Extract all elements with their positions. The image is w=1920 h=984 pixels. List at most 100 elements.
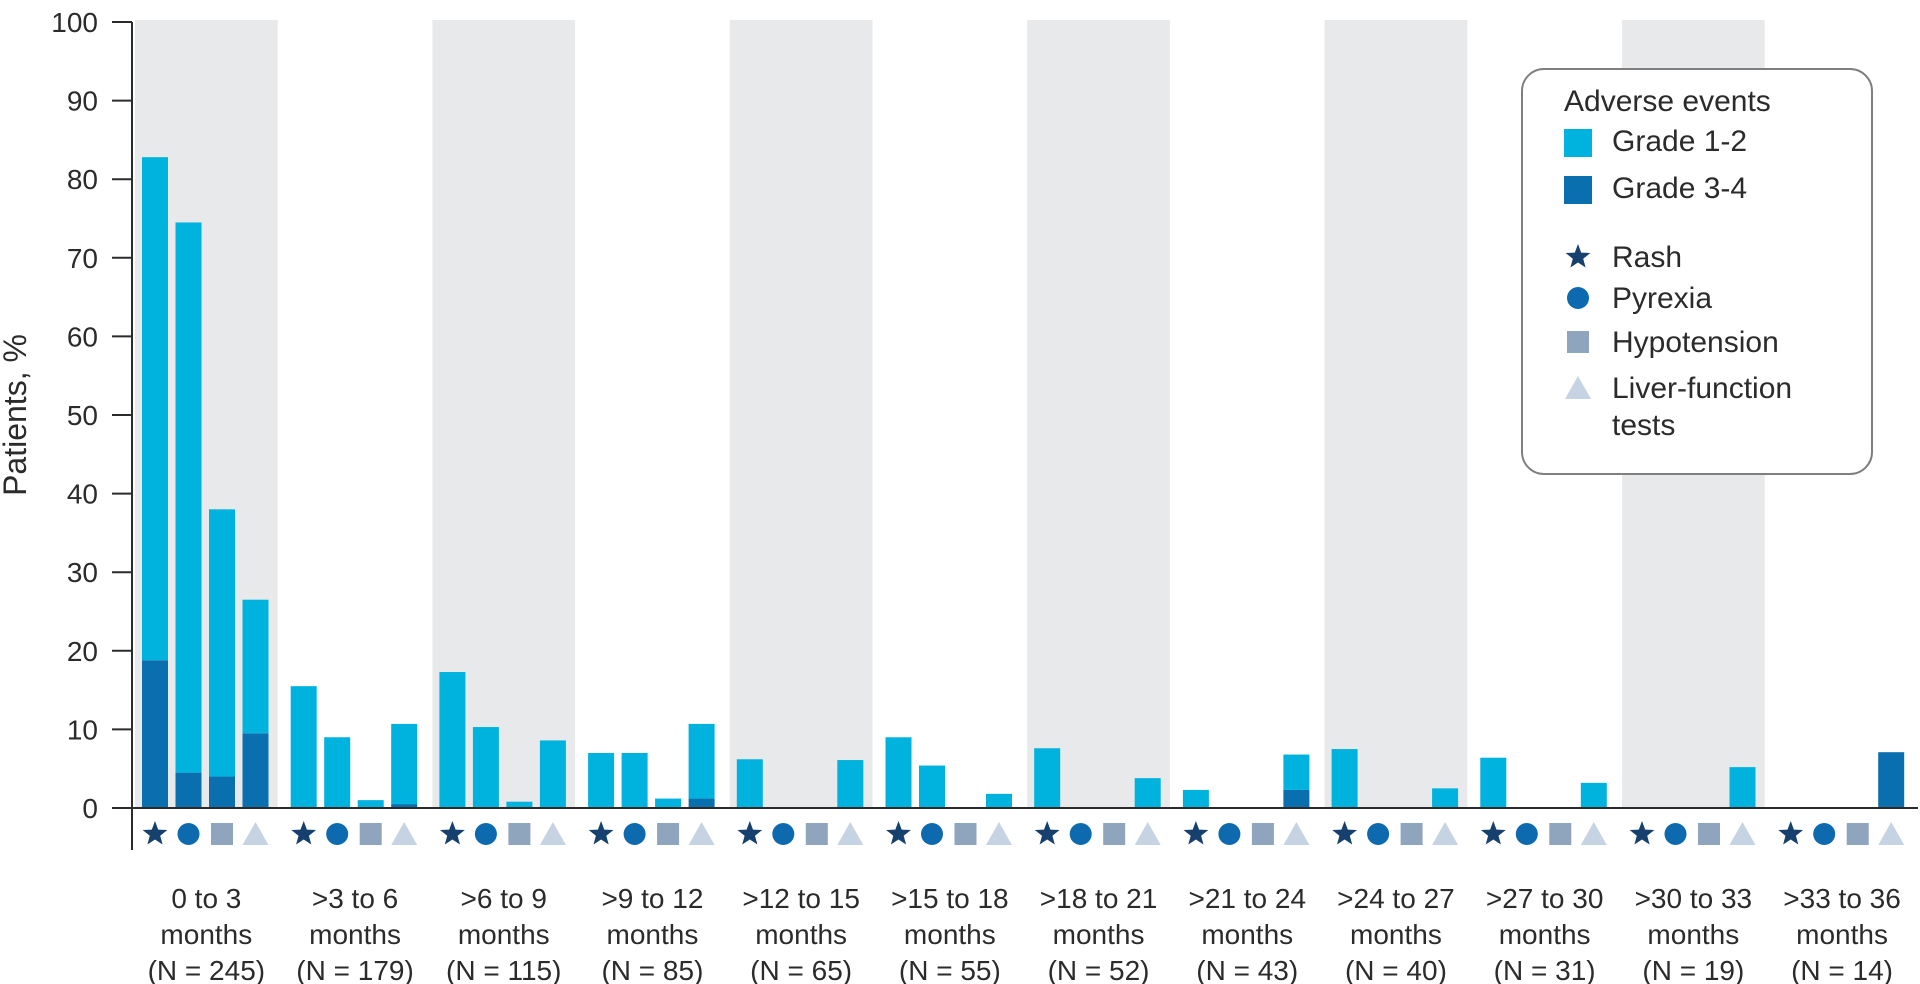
triangle-icon	[1729, 822, 1756, 845]
circle-icon	[177, 823, 200, 845]
x-tick-label: (N = 31)	[1494, 955, 1596, 984]
triangle-icon	[986, 822, 1012, 845]
y-tick-label: 10	[67, 714, 98, 745]
x-tick-label: months	[1053, 919, 1145, 950]
square-icon	[1549, 823, 1572, 845]
bar-grade-1-2	[175, 222, 202, 773]
x-tick-label: (N = 19)	[1642, 955, 1744, 984]
star-icon	[1332, 821, 1357, 845]
triangle-icon	[391, 822, 418, 845]
square-icon	[805, 823, 828, 845]
triangle-icon	[837, 822, 864, 845]
circle-icon	[1515, 823, 1538, 845]
bar-grade-1-2	[1432, 788, 1459, 808]
bar-grade-1-2	[1331, 749, 1358, 808]
x-tick-label: (N = 14)	[1791, 955, 1893, 984]
bar-grade-1-2	[439, 672, 466, 808]
triangle-icon	[1432, 822, 1459, 845]
legend-swatch-grade-1-2	[1564, 129, 1592, 157]
triangle-icon	[539, 822, 566, 845]
bar-grade-1-2	[242, 599, 269, 734]
square-icon	[211, 823, 233, 845]
x-tick-label: (N = 179)	[296, 955, 414, 984]
bar-grade-1-2	[506, 801, 533, 808]
x-tick-label: >33 to 36	[1783, 883, 1901, 914]
bar-grade-1-2	[472, 727, 499, 808]
circle-icon	[1218, 823, 1241, 845]
y-tick-label: 70	[67, 243, 98, 274]
x-axis-tick-labels: 0 to 3 months (N = 245) >3 to 6 months (N = 1…	[148, 883, 1901, 984]
square-icon	[954, 823, 977, 845]
x-tick-label: >9 to 12	[601, 883, 703, 914]
legend-label: Rash	[1612, 241, 1682, 274]
star-icon	[1778, 821, 1804, 845]
bar-grade-1-2	[986, 793, 1012, 808]
bar-grade-3-4	[142, 660, 168, 808]
x-tick-label: >30 to 33	[1635, 883, 1753, 914]
x-tick-label: >15 to 18	[891, 883, 1009, 914]
x-tick-label: months	[755, 919, 847, 950]
legend-label: Hypotension	[1612, 326, 1779, 359]
x-tick-label: months	[1647, 919, 1739, 950]
square-icon	[1567, 331, 1589, 353]
bar-grade-1-2	[655, 798, 682, 808]
bar-grade-1-2	[885, 737, 912, 808]
bars	[142, 157, 1905, 808]
x-tick-label: months	[1499, 919, 1591, 950]
y-tick-label: 40	[67, 479, 98, 510]
x-tick-label: 0 to 3	[171, 883, 241, 914]
star-icon	[1480, 821, 1506, 845]
square-icon	[1400, 823, 1423, 845]
circle-icon	[623, 823, 646, 845]
legend-label: Grade 1-2	[1612, 125, 1747, 158]
bar-grade-3-4	[688, 798, 715, 808]
bar-grade-3-4	[391, 804, 418, 808]
y-tick-label: 60	[67, 321, 98, 352]
triangle-icon	[688, 822, 715, 845]
x-tick-label: >24 to 27	[1337, 883, 1455, 914]
legend-title: Adverse events	[1564, 85, 1771, 118]
x-tick-label: months	[1350, 919, 1442, 950]
x-tick-label: >12 to 15	[742, 883, 860, 914]
bar-grade-1-2	[919, 765, 945, 808]
circle-icon	[1664, 823, 1687, 845]
x-tick-label: months	[160, 919, 252, 950]
y-tick-label: 80	[67, 164, 98, 195]
bar-grade-3-4	[209, 776, 235, 808]
circle-icon	[1069, 823, 1092, 845]
star-icon	[588, 821, 614, 845]
circle-icon	[474, 823, 497, 845]
bar-grade-3-4	[175, 772, 202, 808]
x-tick-label: >3 to 6	[312, 883, 398, 914]
bar-grade-1-2	[588, 752, 615, 808]
bar-grade-1-2	[837, 760, 864, 808]
bar-grade-1-2	[1580, 782, 1607, 808]
legend-label: Grade 3-4	[1612, 172, 1747, 205]
triangle-icon	[1878, 822, 1905, 845]
y-tick-label: 90	[67, 86, 98, 117]
x-tick-label: (N = 65)	[750, 955, 852, 984]
bar-grade-1-2	[1034, 748, 1061, 808]
bar-grade-1-2	[1480, 757, 1507, 808]
bar-grade-1-2	[1729, 767, 1756, 808]
bar-grade-3-4	[1283, 789, 1310, 808]
bar-grade-1-2	[688, 723, 715, 799]
square-icon	[508, 823, 531, 845]
x-tick-label: months	[458, 919, 550, 950]
triangle-icon	[1565, 376, 1591, 399]
bar-grade-1-2	[142, 157, 168, 661]
bar-grade-1-2	[391, 723, 418, 805]
x-tick-label: months	[904, 919, 996, 950]
x-tick-label: (N = 52)	[1048, 955, 1150, 984]
x-tick-label: >6 to 9	[461, 883, 547, 914]
background-band	[729, 20, 873, 808]
y-tick-label: 100	[51, 7, 98, 38]
x-tick-label: (N = 245)	[148, 955, 266, 984]
legend-swatch-grade-3-4	[1564, 176, 1592, 204]
bar-grade-3-4	[1878, 752, 1905, 808]
x-tick-label: >21 to 24	[1188, 883, 1306, 914]
background-band	[1324, 20, 1468, 808]
bar-grade-1-2	[324, 737, 351, 808]
